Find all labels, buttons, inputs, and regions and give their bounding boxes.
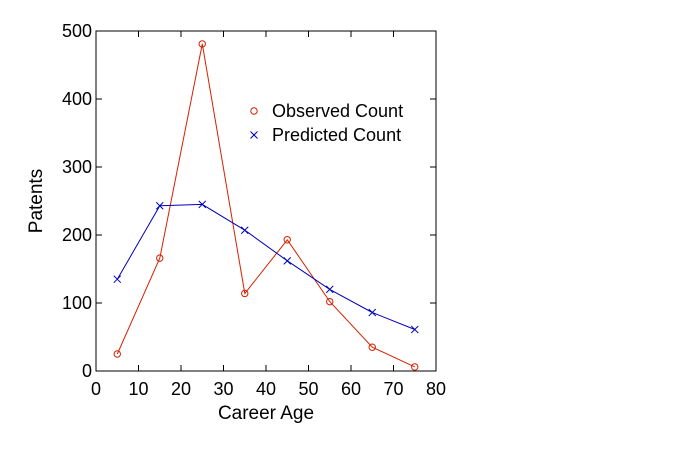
x-tick-label: 60 xyxy=(341,379,361,399)
data-point xyxy=(198,200,207,209)
plot-frame xyxy=(95,30,437,372)
data-point xyxy=(113,350,121,358)
data-point xyxy=(155,201,164,210)
data-point xyxy=(156,254,164,262)
legend-marker xyxy=(250,131,258,139)
data-point xyxy=(198,40,206,48)
legend-marker xyxy=(250,107,258,115)
legend-label: Observed Count xyxy=(272,101,403,121)
x-axis-label: Career Age xyxy=(218,403,314,424)
marker-stroke xyxy=(250,131,258,139)
marker-stroke xyxy=(325,285,334,294)
data-point xyxy=(325,285,334,294)
marker-stroke xyxy=(240,226,249,235)
y-tick-label: 0 xyxy=(82,361,92,381)
data-point xyxy=(241,289,249,298)
legend: Observed Count Predicted Count xyxy=(250,101,403,145)
y-axis-label: Patents xyxy=(26,169,47,233)
marker-stroke xyxy=(283,256,292,265)
data-point xyxy=(368,343,376,351)
x-tick-label: 80 xyxy=(426,379,446,399)
series-layer xyxy=(113,40,419,371)
axis-ticks: 0 10 20 30 40 50 60 70 80 0 100 200 300 400 500 xyxy=(62,21,446,399)
series-line xyxy=(116,203,415,330)
x-tick-label: 50 xyxy=(298,379,318,399)
data-point xyxy=(240,226,249,235)
series-line xyxy=(116,43,416,368)
x-tick-label: 10 xyxy=(128,379,148,399)
data-point xyxy=(283,236,291,244)
x-tick-label: 40 xyxy=(256,379,276,399)
x-tick-label: 20 xyxy=(171,379,191,399)
y-tick-label: 400 xyxy=(62,89,92,109)
legend-item-observed-count: Observed Count xyxy=(250,101,403,121)
data-point xyxy=(368,308,377,317)
x-tick-label: 0 xyxy=(91,379,101,399)
marker-stroke xyxy=(113,275,122,284)
y-tick-label: 100 xyxy=(62,293,92,313)
data-point xyxy=(113,275,122,284)
y-tick-label: 500 xyxy=(62,21,92,41)
marker-stroke xyxy=(368,308,377,317)
marker-stroke xyxy=(155,201,164,210)
series-predicted-count xyxy=(113,200,419,334)
data-point xyxy=(283,256,292,265)
legend-item-predicted-count: Predicted Count xyxy=(250,125,401,145)
marker-stroke xyxy=(198,200,207,209)
data-point xyxy=(411,363,419,371)
y-tick-label: 300 xyxy=(62,157,92,177)
data-point xyxy=(410,325,419,334)
marker-stroke xyxy=(410,325,419,334)
data-point xyxy=(326,297,334,306)
y-tick-label: 200 xyxy=(62,225,92,245)
legend-label: Predicted Count xyxy=(272,125,401,145)
series-observed-count xyxy=(113,40,419,371)
x-tick-label: 30 xyxy=(213,379,233,399)
x-tick-label: 70 xyxy=(383,379,403,399)
